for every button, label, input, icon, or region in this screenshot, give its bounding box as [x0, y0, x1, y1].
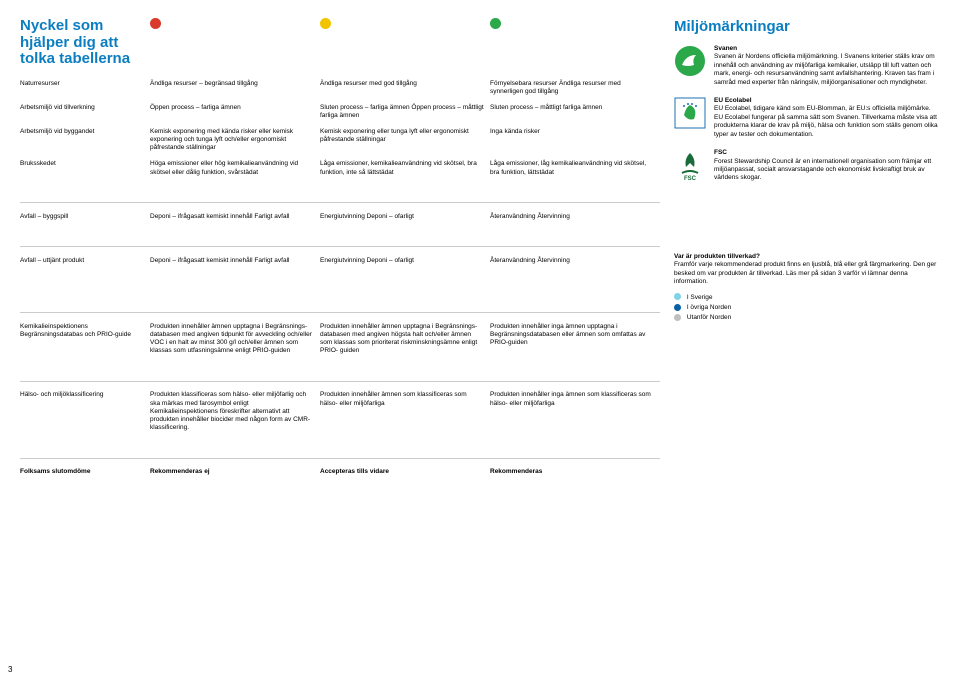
- cell: Förnyelsebara resurser Ändliga resurser …: [490, 76, 660, 100]
- where-made-title: Var är produkten tillverkad?: [674, 253, 760, 260]
- dot-header-row: Nyckel som hjälper dig att tolka tabelle…: [20, 18, 660, 76]
- row-label: Folksams slutomdöme: [20, 464, 150, 480]
- right-column: Miljömärkningar Svanen Svanen är Nordens…: [674, 18, 940, 480]
- row-label: Kemikalieinspektionens Begränsningsdatab…: [20, 319, 150, 360]
- cell: Återanvändning Återvinning: [490, 209, 660, 225]
- svanen-icon: [674, 45, 706, 77]
- cell: Kemisk exponering med kända risker eller…: [150, 124, 320, 156]
- eco-text: Svanen Svanen är Nordens officiella milj…: [714, 45, 940, 87]
- table-row: Avfall – byggspill Deponi – ifrågasatt k…: [20, 209, 660, 225]
- eco-ecolabel: EU Ecolabel EU Ecolabel, tidigare känd s…: [674, 97, 940, 139]
- table-row: Kemikalieinspektionens Begränsningsdatab…: [20, 319, 660, 360]
- cell: Produkten klassificeras som hälso- eller…: [150, 387, 320, 436]
- green-dot-icon: [490, 18, 501, 29]
- table-row: Avfall – uttjänt produkt Deponi – ifråga…: [20, 253, 660, 269]
- row-label: Naturresurser: [20, 76, 150, 100]
- eco-text: EU Ecolabel EU Ecolabel, tidigare känd s…: [714, 97, 940, 139]
- cell: Återanvändning Återvinning: [490, 253, 660, 269]
- cell: Sluten process – måttligt farliga ämnen: [490, 100, 660, 124]
- page-layout: Nyckel som hjälper dig att tolka tabelle…: [20, 18, 940, 480]
- cell: Produkten innehåller ämnen upptagna i Be…: [320, 319, 490, 360]
- legend-label: I övriga Norden: [687, 304, 731, 311]
- page-title: Nyckel som hjälper dig att tolka tabelle…: [20, 18, 140, 68]
- table-row: Naturresurser Ändliga resurser – begräns…: [20, 76, 660, 100]
- legend-label: I Sverige: [687, 294, 713, 301]
- row-label: Arbetsmiljö vid byggandet: [20, 124, 150, 156]
- cell: Produkten innehåller inga ämnen upptagna…: [490, 319, 660, 360]
- page-number: 3: [8, 665, 12, 675]
- row-label: Avfall – byggspill: [20, 209, 150, 225]
- cell: Inga kända risker: [490, 124, 660, 156]
- cell: Produkten innehåller ämnen som klassific…: [320, 387, 490, 436]
- cell: Rekommenderas ej: [150, 464, 320, 480]
- cell: Ändliga resurser – begränsad tillgång: [150, 76, 320, 100]
- cell: Höga emissioner eller hög kemikalieanvän…: [150, 156, 320, 180]
- table-row: Bruksskedet Höga emissioner eller hög ke…: [20, 156, 660, 180]
- eco-name: EU Ecolabel: [714, 97, 752, 104]
- row-label: Avfall – uttjänt produkt: [20, 253, 150, 269]
- eco-desc: Forest Stewardship Council är en interna…: [714, 158, 931, 182]
- table-row: Arbetsmiljö vid byggandet Kemisk exponer…: [20, 124, 660, 156]
- fsc-icon: FSC: [674, 149, 706, 181]
- legend-dot-gray-icon: [674, 314, 681, 321]
- table-row: Arbetsmiljö vid tillverkning Öppen proce…: [20, 100, 660, 124]
- legend-label: Utanför Norden: [687, 314, 731, 321]
- cell: Accepteras tills vidare: [320, 464, 490, 480]
- eco-title: Miljömärkningar: [674, 18, 940, 37]
- table-row: Hälso- och miljöklassificering Produkten…: [20, 387, 660, 436]
- eco-name: FSC: [714, 149, 727, 156]
- cell: Deponi – ifrågasatt kemiskt innehåll Far…: [150, 209, 320, 225]
- legend-dot-blue-icon: [674, 304, 681, 311]
- cell: Energiutvinning Deponi – ofarligt: [320, 253, 490, 269]
- row-label: Bruksskedet: [20, 156, 150, 180]
- legend-item: I övriga Norden: [674, 303, 940, 313]
- cell: Öppen process – farliga ämnen: [150, 100, 320, 124]
- cell: Låga emissioner, låg kemikalieanvändning…: [490, 156, 660, 180]
- where-made-section: Var är produkten tillverkad? Framför var…: [674, 253, 940, 287]
- cell: Ändliga resurser med god tillgång: [320, 76, 490, 100]
- eco-svanen: Svanen Svanen är Nordens officiella milj…: [674, 45, 940, 87]
- cell: Kemisk exponering eller tunga lyft eller…: [320, 124, 490, 156]
- origin-legend: I Sverige I övriga Norden Utanför Norden: [674, 293, 940, 324]
- cell: Produkten innehåller inga ämnen som klas…: [490, 387, 660, 436]
- table-row: Folksams slutomdöme Rekommenderas ej Acc…: [20, 464, 660, 480]
- row-label: Arbetsmiljö vid tillverkning: [20, 100, 150, 124]
- eco-fsc: FSC FSC Forest Stewardship Council är en…: [674, 149, 940, 183]
- svg-text:FSC: FSC: [684, 176, 697, 181]
- legend-item: I Sverige: [674, 293, 940, 303]
- ecolabel-icon: [674, 97, 706, 129]
- where-made-text: Framför varje rekommenderad produkt finn…: [674, 261, 936, 285]
- eco-desc: EU Ecolabel, tidigare känd som EU-Blomma…: [714, 105, 938, 137]
- yellow-dot-icon: [320, 18, 331, 29]
- eco-desc: Svanen är Nordens officiella miljömärkni…: [714, 53, 935, 85]
- left-column: Nyckel som hjälper dig att tolka tabelle…: [20, 18, 660, 480]
- cell: Energiutvinning Deponi – ofarligt: [320, 209, 490, 225]
- cell: Sluten process – farliga ämnen Öppen pro…: [320, 100, 490, 124]
- legend-item: Utanför Norden: [674, 313, 940, 323]
- cell: Produkten innehåller ämnen upptagna i Be…: [150, 319, 320, 360]
- key-table: Nyckel som hjälper dig att tolka tabelle…: [20, 18, 660, 480]
- row-label: Hälso- och miljöklassificering: [20, 387, 150, 436]
- cell: Deponi – ifrågasatt kemiskt innehåll Far…: [150, 253, 320, 269]
- eco-text: FSC Forest Stewardship Council är en int…: [714, 149, 940, 183]
- cell: Rekommenderas: [490, 464, 660, 480]
- legend-dot-lightblue-icon: [674, 293, 681, 300]
- eco-name: Svanen: [714, 45, 737, 52]
- cell: Låga emissioner, kemikalieanvändning vid…: [320, 156, 490, 180]
- red-dot-icon: [150, 18, 161, 29]
